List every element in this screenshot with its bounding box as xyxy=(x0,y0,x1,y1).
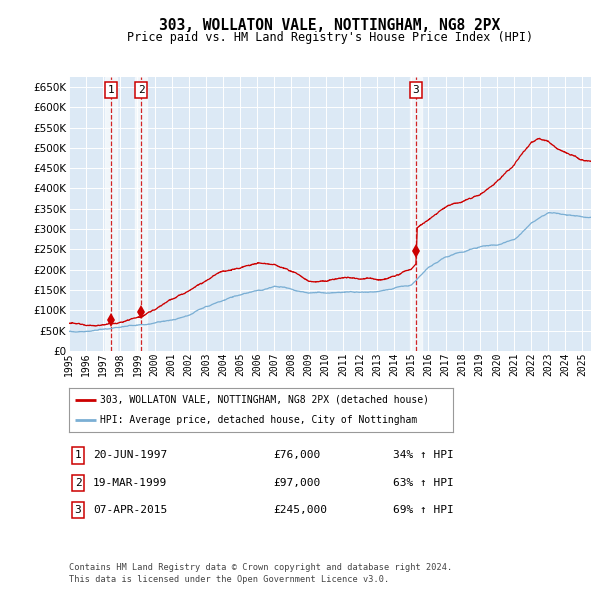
Text: 07-APR-2015: 07-APR-2015 xyxy=(93,505,167,514)
Text: 2: 2 xyxy=(137,85,145,95)
Text: Contains HM Land Registry data © Crown copyright and database right 2024.: Contains HM Land Registry data © Crown c… xyxy=(69,563,452,572)
Text: HPI: Average price, detached house, City of Nottingham: HPI: Average price, detached house, City… xyxy=(100,415,418,425)
Text: £97,000: £97,000 xyxy=(273,478,320,487)
Text: 19-MAR-1999: 19-MAR-1999 xyxy=(93,478,167,487)
Text: 3: 3 xyxy=(74,505,82,514)
Text: 303, WOLLATON VALE, NOTTINGHAM, NG8 2PX (detached house): 303, WOLLATON VALE, NOTTINGHAM, NG8 2PX … xyxy=(100,395,430,405)
Text: This data is licensed under the Open Government Licence v3.0.: This data is licensed under the Open Gov… xyxy=(69,575,389,584)
Bar xyxy=(105,77,117,351)
Text: 20-JUN-1997: 20-JUN-1997 xyxy=(93,451,167,460)
Text: 34% ↑ HPI: 34% ↑ HPI xyxy=(393,451,454,460)
Text: 2: 2 xyxy=(74,478,82,487)
Text: 69% ↑ HPI: 69% ↑ HPI xyxy=(393,505,454,514)
Text: 1: 1 xyxy=(108,85,115,95)
Text: 3: 3 xyxy=(413,85,419,95)
Text: £245,000: £245,000 xyxy=(273,505,327,514)
Text: Price paid vs. HM Land Registry's House Price Index (HPI): Price paid vs. HM Land Registry's House … xyxy=(127,31,533,44)
Text: £76,000: £76,000 xyxy=(273,451,320,460)
Text: 303, WOLLATON VALE, NOTTINGHAM, NG8 2PX: 303, WOLLATON VALE, NOTTINGHAM, NG8 2PX xyxy=(160,18,500,32)
Text: 1: 1 xyxy=(74,451,82,460)
Bar xyxy=(135,77,147,351)
Bar xyxy=(410,77,422,351)
Text: 63% ↑ HPI: 63% ↑ HPI xyxy=(393,478,454,487)
